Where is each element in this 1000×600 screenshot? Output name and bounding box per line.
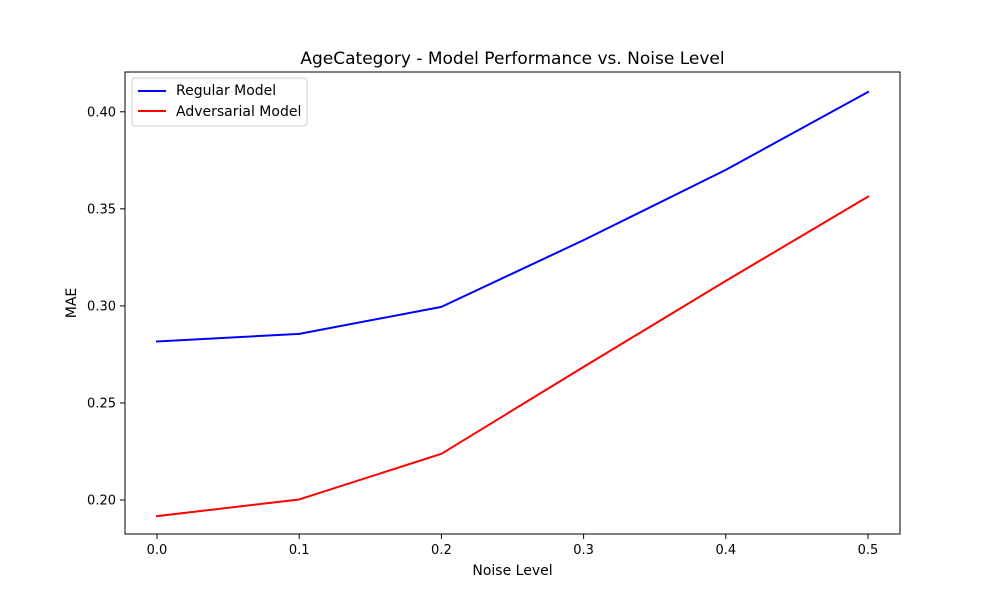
- plot-frame: [124, 71, 901, 535]
- series-line-adversarial-model: [155, 195, 870, 518]
- legend-label-regular-model: Regular Model: [176, 83, 276, 99]
- y-tick-label: 0.30: [87, 299, 116, 314]
- x-axis: 0.0 0.1 0.2 0.3 0.4 0.5: [147, 534, 879, 558]
- y-axis-label: MAE: [64, 288, 80, 319]
- x-tick-label: 0.3: [573, 543, 594, 558]
- legend-box: [131, 77, 308, 127]
- series-layer: [155, 90, 870, 518]
- series-line-regular-model: [155, 90, 870, 343]
- chart-title: AgeCategory - Model Performance vs. Nois…: [300, 49, 724, 69]
- y-axis: 0.20 0.25 0.30 0.35 0.40: [87, 105, 125, 509]
- legend-label-adversarial-model: Adversarial Model: [176, 104, 301, 120]
- x-tick-label: 0.1: [289, 543, 310, 558]
- legend: Regular Model Adversarial Model: [131, 77, 308, 127]
- y-tick-label: 0.25: [87, 396, 116, 411]
- y-tick-label: 0.40: [87, 105, 116, 120]
- x-axis-label: Noise Level: [472, 563, 552, 579]
- x-tick-label: 0.4: [715, 543, 736, 558]
- y-tick-label: 0.35: [87, 202, 116, 217]
- x-tick-label: 0.0: [147, 543, 168, 558]
- x-tick-label: 0.5: [858, 543, 879, 558]
- x-tick-label: 0.2: [431, 543, 452, 558]
- y-tick-label: 0.20: [87, 494, 116, 509]
